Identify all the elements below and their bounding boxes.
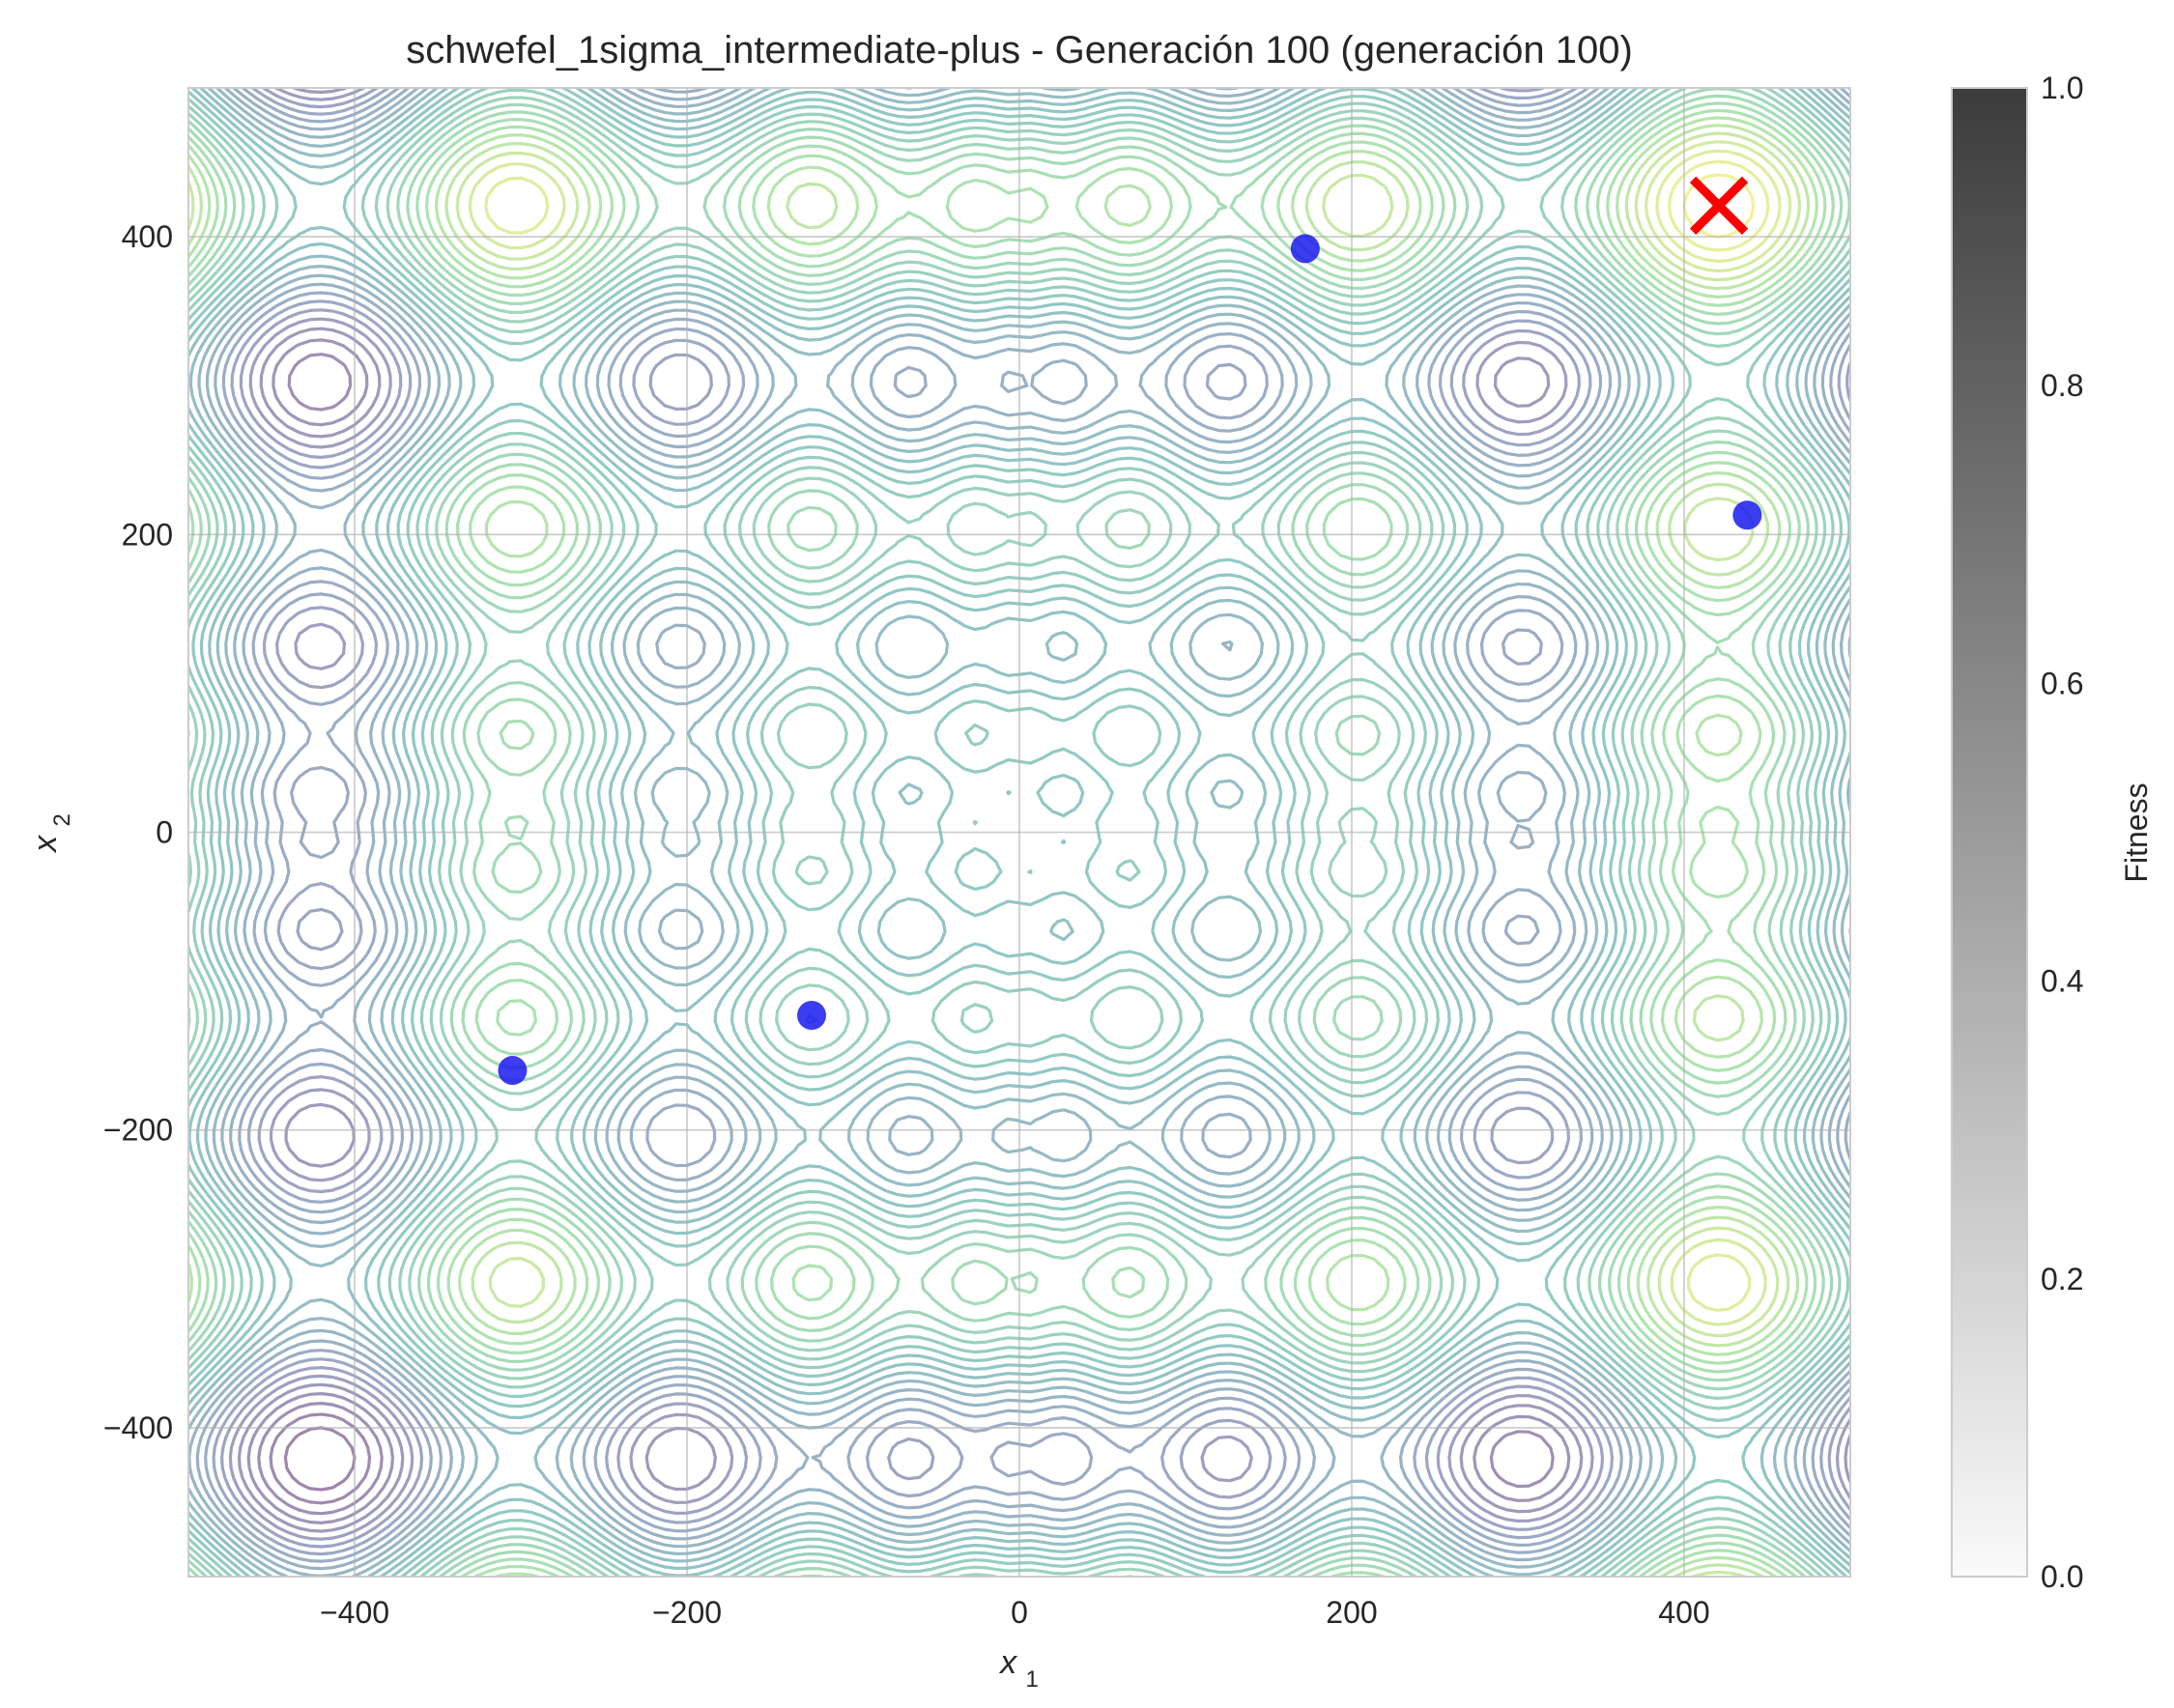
contour-level [237, 88, 1850, 1533]
contour-level [188, 88, 1850, 1577]
contour-level [188, 88, 1850, 1577]
colorbar-gradient [1951, 87, 2028, 1578]
population-point [1290, 234, 1320, 264]
y-axis-ticks: −400 −200 0 200 400 [103, 219, 173, 1445]
contour-level [188, 88, 1850, 1577]
contour-level [188, 88, 1850, 1577]
y-axis-label: x 2 [27, 813, 75, 854]
contour-lines [188, 88, 1850, 1577]
plot-frame [187, 87, 1851, 1578]
x-tick-label: 400 [1658, 1595, 1709, 1630]
x-tick-label: 0 [1011, 1595, 1028, 1630]
x-tick-label: −400 [320, 1595, 389, 1630]
y-tick-label: −400 [103, 1410, 173, 1445]
contour-level [228, 88, 1850, 1541]
contour-level [484, 149, 1782, 1312]
grid-lines [188, 88, 1850, 1577]
colorbar-ticks: 0.0 0.2 0.4 0.6 0.8 1.0 [2041, 71, 2083, 1594]
population-point [498, 1056, 528, 1086]
contour-level [204, 88, 1850, 1563]
population-point [797, 1001, 826, 1031]
colorbar-label: Fitness [2119, 783, 2154, 882]
x-axis-label: x 1 [998, 1644, 1039, 1693]
y-tick-label: 400 [122, 219, 173, 254]
colorbar-tick-label: 0.2 [2041, 1262, 2083, 1296]
contour-level [195, 88, 1850, 1571]
y-tick-label: 0 [156, 815, 173, 850]
colorbar-tick-label: 0.0 [2041, 1559, 2083, 1594]
contour-level [257, 353, 1555, 1516]
chart-title: schwefel_1sigma_intermediate-plus - Gene… [406, 29, 1633, 71]
contour-level [188, 88, 1850, 1577]
contour-level [188, 88, 1850, 1577]
colorbar-tick-label: 0.4 [2041, 964, 2083, 999]
colorbar-tick-label: 1.0 [2041, 71, 2083, 105]
colorbar-tick-label: 0.8 [2041, 368, 2083, 403]
contour-level [246, 338, 1571, 1524]
contour-level [269, 1412, 372, 1505]
contour-level [188, 88, 1850, 1577]
y-tick-label: 200 [122, 517, 173, 552]
population-point [1732, 500, 1762, 530]
x-tick-label: 200 [1326, 1595, 1377, 1630]
contour-level [188, 124, 1811, 1577]
contour-level [468, 140, 1792, 1326]
plot-area [187, 87, 1851, 1578]
contour-level [188, 88, 1850, 1577]
optimum-x-stroke [1689, 176, 1749, 235]
x-axis-ticks: −400 −200 0 200 400 [320, 1595, 1710, 1630]
x-tick-label: −200 [652, 1595, 722, 1630]
contour-level [188, 88, 1850, 1577]
contour-level [212, 88, 1850, 1556]
y-tick-label: −200 [103, 1113, 173, 1148]
colorbar-tick-label: 0.6 [2041, 666, 2083, 700]
population-points [498, 234, 1762, 1086]
contour-level [188, 94, 1844, 1577]
global-optimum-marker [1689, 176, 1749, 235]
contour-level [188, 88, 1850, 1577]
colorbar: 0.0 0.2 0.4 0.6 0.8 1.0 Fitness [1951, 71, 2154, 1594]
